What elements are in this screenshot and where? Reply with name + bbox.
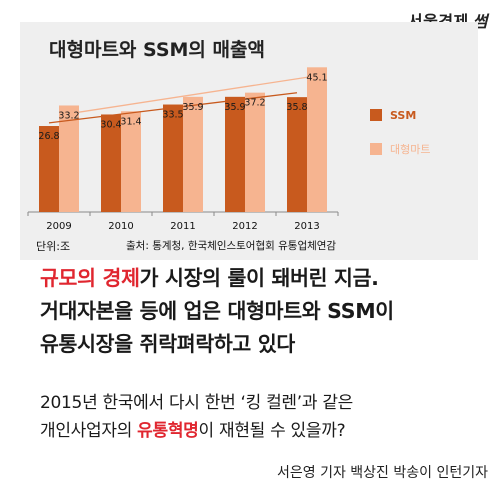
subheadline-line-1: 2015년 한국에서 다시 한번 ‘킹 컬렌’과 같은	[40, 393, 353, 413]
subheadline-post: 이 재현될 수 있을까?	[198, 421, 346, 441]
legend-label-ssm: SSM	[390, 109, 416, 122]
legend-swatch-ssm	[370, 109, 382, 121]
trendline-ssm	[48, 92, 298, 124]
x-tick-label-2010: 2010	[108, 221, 133, 232]
subheadline-line-2: 개인사업자의 유통혁명이 재현될 수 있을까?	[40, 417, 480, 445]
subheadline-pre: 개인사업자의	[40, 421, 138, 441]
data-label-mart-2012: 37.2	[244, 98, 265, 109]
data-label-mart-2009: 33.2	[58, 110, 79, 121]
chart-panel: 대형마트와 SSM의 매출액 26.8 30.4 33.5 35.9 35.8 33.2 31…	[20, 22, 478, 260]
legend-swatch-mart	[370, 143, 382, 155]
bar-ssm-2013	[287, 97, 307, 212]
subheadline: 2015년 한국에서 다시 한번 ‘킹 컬렌’과 같은 개인사업자의 유통혁명이…	[40, 389, 480, 445]
headline: 규모의 경제가 시장의 룰이 돼버린 지금. 거대자본을 등에 업은 대형마트와…	[40, 262, 480, 361]
data-label-ssm-2009: 26.8	[38, 131, 59, 142]
legend-label-mart: 대형마트	[390, 143, 430, 156]
bar-ssm-2010	[101, 114, 121, 212]
x-tick-label-2013: 2013	[294, 221, 319, 232]
data-label-ssm-2012: 35.9	[224, 102, 245, 113]
bar-ssm-2011	[163, 104, 183, 212]
bar-mart-2010	[121, 111, 141, 212]
data-label-ssm-2013: 35.8	[286, 102, 307, 113]
bar-ssm-2009	[39, 126, 59, 212]
unit-label: 단위:조	[36, 240, 71, 253]
byline: 서은영 기자 백상진 박송이 인턴기자	[277, 465, 488, 481]
bar-mart-2012	[245, 92, 265, 212]
headline-highlight: 규모의 경제	[40, 266, 140, 290]
bar-mart-2009	[59, 105, 79, 212]
data-label-mart-2010: 31.4	[120, 116, 141, 127]
data-label-ssm-2010: 30.4	[100, 119, 121, 130]
data-label-mart-2013: 45.1	[306, 72, 327, 83]
x-tick-label-2009: 2009	[46, 221, 71, 232]
headline-line-3: 유통시장을 쥐락펴락하고 있다	[40, 332, 295, 356]
x-tick-label-2011: 2011	[170, 221, 195, 232]
headline-line-1-text: 가 시장의 룰이 돼버린 지금.	[139, 266, 379, 290]
data-label-mart-2011: 35.9	[182, 102, 203, 113]
subheadline-highlight: 유통혁명	[137, 421, 199, 441]
trendline-mart	[68, 75, 318, 115]
x-tick-label-2012: 2012	[232, 221, 257, 232]
headline-line-2: 거대자본을 등에 업은 대형마트와 SSM이	[40, 299, 394, 323]
headline-line-1: 규모의 경제가 시장의 룰이 돼버린 지금.	[40, 262, 480, 295]
bar-mart-2013	[307, 67, 327, 212]
source-note: 출처: 통계청, 한국체인스토어협회 유통업체연감	[126, 240, 337, 252]
bar-ssm-2012	[225, 96, 245, 212]
bar-mart-2011	[183, 96, 203, 212]
chart-title: 대형마트와 SSM의 매출액	[49, 39, 265, 61]
data-label-ssm-2011: 33.5	[162, 110, 183, 121]
